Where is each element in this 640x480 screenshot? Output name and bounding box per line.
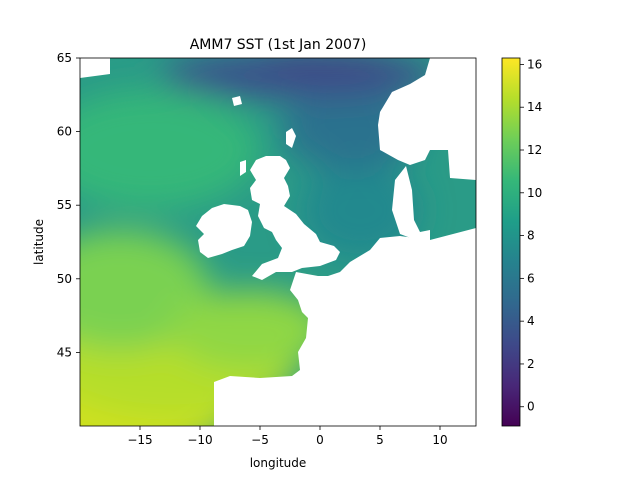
x-tick-label: −15 xyxy=(127,433,152,447)
x-axis-label: longitude xyxy=(250,456,307,470)
y-axis-label: latitude xyxy=(32,219,46,265)
x-tick-label: 0 xyxy=(316,433,324,447)
y-tick-label: 55 xyxy=(57,198,72,212)
land-scandinavia xyxy=(378,58,476,180)
colorbar-frame xyxy=(501,57,521,427)
y-tick-label: 65 xyxy=(57,51,72,65)
map-panel xyxy=(80,58,476,426)
x-axis-ticks: −15 −10 −5 0 5 10 xyxy=(127,426,448,447)
plot-frame xyxy=(79,57,477,427)
colorbar-tick-label: 16 xyxy=(527,57,542,71)
y-tick-label: 45 xyxy=(57,345,72,359)
sst-north-sea xyxy=(300,160,420,260)
land-faroe xyxy=(232,96,242,106)
colorbar-tick-label: 12 xyxy=(527,143,542,157)
colorbar-ticks: 0 2 4 6 8 10 12 14 16 xyxy=(520,57,542,414)
colorbar-tick-label: 0 xyxy=(527,400,535,414)
land-denmark xyxy=(392,166,430,240)
x-tick-label: −10 xyxy=(187,433,212,447)
colorbar-tick-label: 2 xyxy=(527,357,535,371)
land-ireland xyxy=(196,204,252,258)
chart-title: AMM7 SST (1st Jan 2007) xyxy=(190,37,367,53)
y-axis-ticks: 45 50 55 60 65 xyxy=(57,51,80,359)
land-great-britain xyxy=(250,156,340,280)
land-north-corner xyxy=(80,58,110,78)
colorbar-tick-label: 10 xyxy=(527,186,542,200)
sst-biscay xyxy=(170,290,330,370)
colorbar-gradient xyxy=(502,58,520,426)
land-continent xyxy=(214,228,476,426)
y-tick-label: 60 xyxy=(57,125,72,139)
x-tick-label: −5 xyxy=(251,433,269,447)
land-mask xyxy=(80,58,476,426)
sst-north-atlantic xyxy=(80,90,260,210)
x-tick-label: 5 xyxy=(376,433,384,447)
colorbar: 0 2 4 6 8 10 12 14 16 xyxy=(501,57,542,427)
land-hebrides xyxy=(240,160,246,176)
y-tick-label: 50 xyxy=(57,272,72,286)
colorbar-tick-label: 4 xyxy=(527,314,535,328)
land-orkney-shetland xyxy=(286,128,296,148)
colorbar-tick-label: 8 xyxy=(527,229,535,243)
colorbar-tick-label: 14 xyxy=(527,100,542,114)
sst-coldest-north xyxy=(260,58,400,72)
x-tick-label: 10 xyxy=(432,433,447,447)
colorbar-tick-label: 6 xyxy=(527,271,535,285)
